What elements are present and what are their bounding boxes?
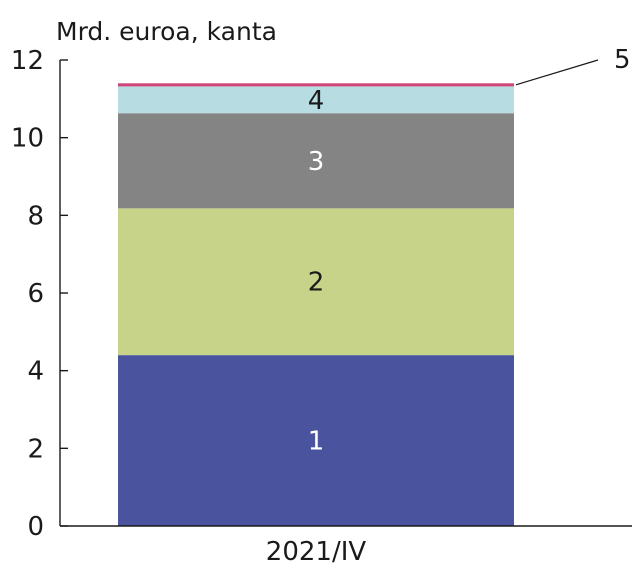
bar-segment-2 (118, 208, 514, 356)
segment-label-1: 1 (308, 427, 325, 457)
segment-label-2: 2 (308, 268, 325, 298)
y-tick-label: 12 (11, 46, 44, 76)
y-tick-label: 8 (27, 201, 44, 231)
segment-label-4: 4 (308, 86, 325, 116)
bar-segment-1 (118, 355, 514, 526)
segment-leader-line-5 (515, 59, 599, 86)
segment-labels: 1 2 3 4 5 (308, 45, 631, 457)
x-category-label: 2021/IV (266, 537, 367, 567)
unit-label: Mrd. euroa, kanta (56, 17, 277, 46)
y-axis: 0 2 4 6 8 10 12 (11, 46, 68, 542)
bar-segments (118, 83, 514, 526)
segment-label-5: 5 (614, 45, 631, 75)
y-tick-label: 0 (27, 512, 44, 542)
bar-segment-3 (118, 113, 514, 209)
segment-label-3: 3 (308, 147, 325, 177)
y-tick-label: 6 (27, 279, 44, 309)
y-tick-label: 2 (27, 434, 44, 464)
bar-segment-4 (118, 86, 514, 114)
bar-segment-5 (118, 83, 514, 87)
y-tick-label: 4 (27, 357, 44, 387)
x-axis: 2021/IV (60, 525, 632, 567)
y-tick-label: 10 (11, 124, 44, 154)
